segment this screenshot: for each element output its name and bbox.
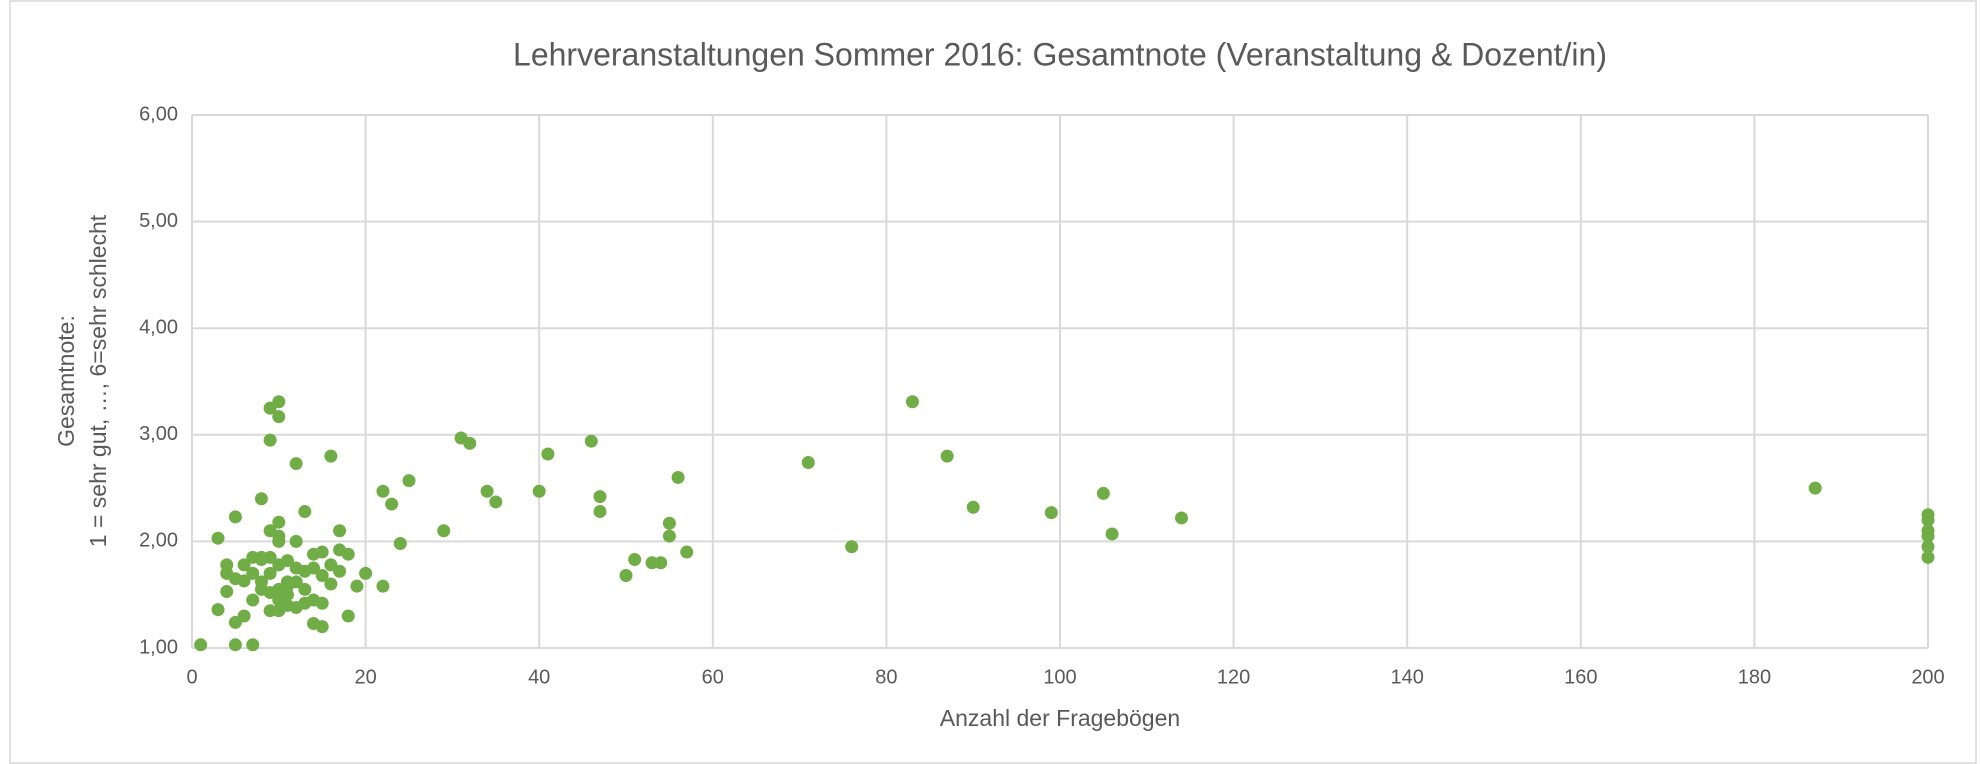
point [966,500,980,514]
point [1921,550,1935,564]
point [341,547,355,561]
point [194,638,208,652]
point [289,534,303,548]
point [593,505,607,519]
x-tick-label: 160 [1564,666,1597,688]
point [246,638,260,652]
point [662,529,676,543]
point [324,577,338,591]
point [489,495,503,509]
point [1921,540,1935,554]
x-axis-label: Anzahl der Fragebögen [940,705,1180,731]
point [940,449,954,463]
point [671,470,685,484]
point [662,516,676,530]
point [402,474,416,488]
point [1044,506,1058,520]
point [237,574,251,588]
point [272,410,286,424]
chart-frame [9,0,1977,764]
y-tick-label: 3,00 [139,423,178,445]
point [680,545,694,559]
point [211,603,225,617]
point [1921,513,1935,527]
point [541,447,555,461]
point [237,609,251,623]
x-tick-label: 120 [1217,666,1250,688]
point [480,484,494,498]
y-tick-label: 1,00 [139,636,178,658]
point [220,585,234,599]
point [272,395,286,409]
point [532,484,546,498]
point [315,620,329,634]
point [246,566,260,580]
x-tick-label: 20 [354,666,376,688]
point [393,537,407,551]
point [463,436,477,450]
point [263,566,277,580]
point [254,492,268,506]
point [584,434,598,448]
point [307,561,321,575]
point [376,484,390,498]
point [341,609,355,623]
point [263,550,277,564]
point [801,456,815,470]
point [228,510,242,524]
point [315,596,329,610]
point [593,490,607,504]
point [211,531,225,545]
point [1921,529,1935,543]
y-tick-label: 6,00 [139,103,178,125]
point [1808,481,1822,495]
point [263,524,277,538]
x-tick-label: 100 [1043,666,1076,688]
point [905,395,919,409]
point [298,505,312,519]
x-tick-label: 200 [1911,666,1944,688]
y-axis-label: Gesamtnote: [53,315,79,447]
point [628,553,642,567]
y-tick-label: 2,00 [139,530,178,552]
point [315,569,329,583]
point [289,457,303,471]
x-tick-label: 60 [702,666,724,688]
point [298,582,312,596]
point [333,564,347,578]
x-tick-label: 140 [1391,666,1424,688]
point [619,569,633,583]
point [315,545,329,559]
point [289,575,303,589]
point [228,638,242,652]
x-tick-label: 0 [186,666,197,688]
point [272,515,286,529]
point [263,433,277,447]
point [1105,527,1119,541]
point [237,558,251,572]
point [376,579,390,593]
point [845,540,859,554]
point [359,566,373,580]
x-tick-label: 80 [875,666,897,688]
y-tick-label: 5,00 [139,210,178,232]
point [1096,486,1110,500]
point [654,556,668,570]
x-tick-label: 180 [1738,666,1771,688]
point [385,497,399,511]
chart-title: Lehrveranstaltungen Sommer 2016: Gesamtn… [513,36,1607,72]
point [350,579,364,593]
y-tick-label: 4,00 [139,316,178,338]
point [1175,511,1189,525]
x-tick-label: 40 [528,666,550,688]
point [280,554,294,568]
point [437,524,451,538]
point [333,524,347,538]
point [324,449,338,463]
point [246,593,260,607]
y-axis-label: 1 = sehr gut, …, 6=sehr schlecht [85,214,111,547]
